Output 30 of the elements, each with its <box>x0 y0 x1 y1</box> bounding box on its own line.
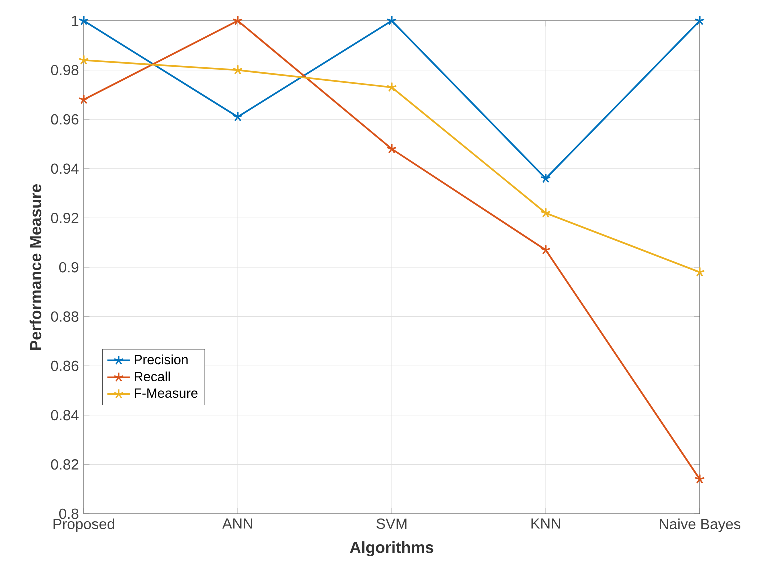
point <box>540 173 552 184</box>
point <box>232 112 244 122</box>
point <box>232 64 244 75</box>
x-tick-label: Proposed <box>54 518 114 532</box>
legend-label: Precision <box>135 354 188 365</box>
x-tick-label: ANN <box>222 518 252 529</box>
y-tick-label: 0.88 <box>51 312 79 322</box>
point <box>386 16 398 26</box>
point <box>232 16 244 26</box>
y-tick-label: 0.96 <box>51 114 79 125</box>
y-tick-label: 0.9 <box>59 262 79 273</box>
x-tick-label: KNN <box>532 518 560 529</box>
legend-label: F-Measure <box>135 388 198 398</box>
x-tick-label: Naive Bayes <box>660 518 741 532</box>
y-tick-label: 0.82 <box>51 460 79 470</box>
legend-label: Recall <box>135 372 170 382</box>
y-tick-label: 0.86 <box>51 360 79 372</box>
point <box>386 82 398 92</box>
y-tick-label: 0.94 <box>51 164 79 174</box>
y-tick-label: 1 <box>72 16 79 26</box>
y-tick-label: 0.92 <box>51 213 79 224</box>
point <box>540 208 552 218</box>
x-tick-label: SVM <box>376 518 407 530</box>
y-tick-label: 0.98 <box>51 65 79 76</box>
y-tick-label: 0.8 <box>59 508 79 520</box>
y-tick-label: 0.84 <box>51 410 79 421</box>
point <box>540 244 552 255</box>
point <box>386 144 398 154</box>
x-axis-title: Algorithms <box>350 542 434 557</box>
y-axis-title: Performance Measure <box>30 184 42 350</box>
